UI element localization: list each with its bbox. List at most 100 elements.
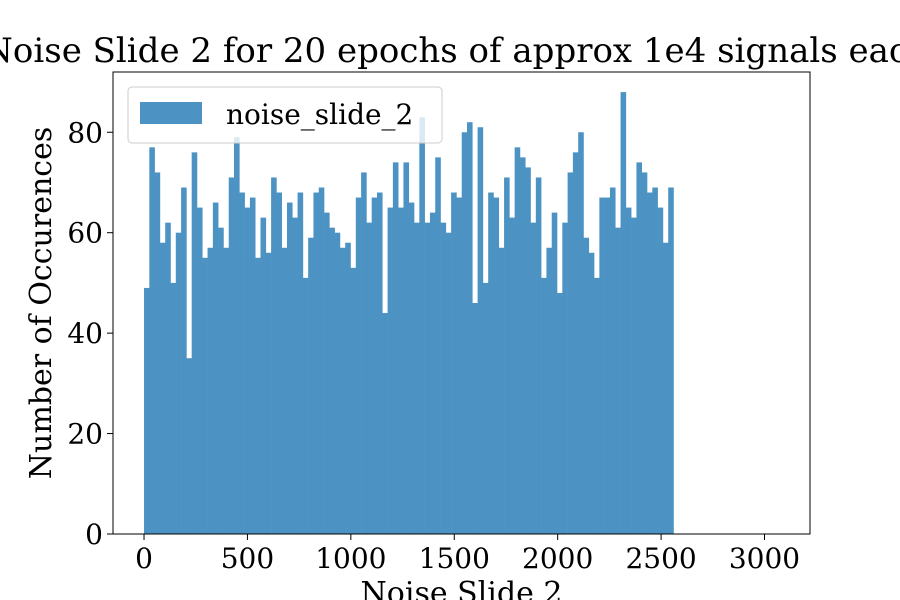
histogram-bar bbox=[625, 207, 632, 534]
histogram-bar bbox=[281, 247, 288, 534]
histogram-bar bbox=[376, 192, 383, 534]
histogram-bar bbox=[615, 227, 621, 535]
histogram-bar bbox=[519, 157, 526, 534]
y-axis-label: Number of Occurences bbox=[24, 127, 59, 479]
x-axis-label: Noise Slide 2 bbox=[361, 576, 563, 600]
histogram-bar bbox=[456, 197, 462, 535]
histogram-bar bbox=[546, 247, 553, 534]
histogram-bar bbox=[297, 192, 304, 534]
histogram-bar bbox=[488, 192, 494, 534]
plot-frame bbox=[112, 71, 811, 535]
histogram-bar bbox=[339, 247, 346, 534]
histogram-bar bbox=[498, 247, 505, 534]
x-tick-label: 0 bbox=[135, 542, 153, 575]
histogram-bar bbox=[408, 202, 415, 534]
histogram-bar bbox=[647, 192, 653, 534]
histogram-bar bbox=[175, 232, 182, 534]
histogram-bar bbox=[440, 222, 447, 534]
histogram-bar bbox=[604, 197, 611, 535]
histogram-bar bbox=[514, 147, 521, 534]
histogram-bar bbox=[355, 197, 362, 535]
histogram-bar bbox=[271, 177, 277, 534]
histogram-bar bbox=[191, 152, 198, 534]
legend-swatch bbox=[140, 102, 202, 124]
histogram-bar bbox=[334, 232, 341, 534]
histogram-bar bbox=[636, 162, 643, 534]
histogram-bar bbox=[583, 237, 590, 534]
histogram-bar bbox=[255, 257, 261, 534]
histogram-bar bbox=[345, 242, 351, 535]
histogram-bar bbox=[482, 282, 489, 534]
histogram-bar bbox=[159, 242, 166, 535]
histogram-bar bbox=[562, 222, 568, 534]
histogram-bar bbox=[329, 227, 335, 535]
histogram-bar bbox=[170, 282, 177, 534]
histogram-bar bbox=[234, 137, 240, 534]
histogram-bar bbox=[424, 222, 431, 534]
histogram-bar bbox=[244, 207, 251, 534]
histogram-bar bbox=[265, 252, 272, 534]
histogram-bar bbox=[186, 358, 192, 534]
histogram-bar bbox=[165, 222, 171, 534]
histogram-bar bbox=[509, 217, 515, 534]
y-axis-ticks: 0 20 40 60 80 bbox=[67, 116, 113, 551]
histogram-bar bbox=[324, 212, 330, 535]
histogram-bar bbox=[249, 197, 256, 535]
x-tick-label: 1500 bbox=[419, 542, 490, 575]
histogram-bar bbox=[196, 207, 203, 534]
legend-box bbox=[127, 86, 443, 144]
histogram-bar bbox=[662, 242, 669, 535]
histogram-bar bbox=[557, 292, 563, 534]
histogram-bar bbox=[551, 212, 558, 535]
chart-title: Noise Slide 2 for 20 epochs of approx 1e… bbox=[0, 31, 900, 71]
histogram-bar bbox=[387, 207, 394, 534]
histogram-bar bbox=[530, 222, 537, 534]
histogram-bar bbox=[398, 207, 404, 534]
histogram-bar bbox=[572, 152, 579, 534]
histogram-bar bbox=[318, 187, 325, 534]
histogram-bar bbox=[361, 172, 367, 534]
histogram-bar bbox=[435, 157, 441, 534]
y-tick-label: 0 bbox=[85, 518, 103, 551]
histogram-bar bbox=[144, 287, 150, 534]
histogram-bar bbox=[472, 303, 478, 534]
histogram-bar bbox=[461, 132, 468, 534]
histogram-bar bbox=[218, 227, 224, 535]
histogram-bar bbox=[207, 247, 214, 534]
histogram-bar bbox=[504, 177, 510, 534]
histogram-bar bbox=[445, 232, 452, 534]
histogram-bar bbox=[154, 172, 161, 534]
histogram-bar bbox=[382, 313, 388, 534]
histogram-bar bbox=[578, 132, 584, 534]
histogram-bar bbox=[202, 257, 208, 534]
histogram-bar bbox=[525, 167, 531, 534]
histogram-bar bbox=[149, 147, 155, 534]
histogram-bar bbox=[308, 237, 314, 534]
histogram-bar bbox=[631, 217, 637, 534]
histogram-bar bbox=[609, 187, 616, 534]
histogram-bar bbox=[302, 277, 309, 534]
histogram-bar bbox=[371, 197, 378, 535]
histogram-bar bbox=[535, 177, 542, 534]
y-tick-label: 60 bbox=[67, 217, 103, 250]
x-tick-label: 500 bbox=[221, 542, 274, 575]
histogram-bar bbox=[641, 172, 648, 534]
histogram-bar bbox=[292, 217, 298, 534]
histogram-bar bbox=[239, 192, 245, 534]
histogram-bar bbox=[212, 202, 219, 534]
histogram-bar bbox=[477, 127, 484, 535]
histogram-bar bbox=[366, 222, 372, 534]
histogram-bar bbox=[181, 187, 187, 534]
histogram-bar bbox=[223, 247, 230, 534]
y-tick-label: 20 bbox=[67, 418, 103, 451]
y-tick-label: 80 bbox=[67, 116, 103, 149]
histogram-bar bbox=[403, 162, 410, 534]
histogram-bar bbox=[652, 187, 658, 534]
histogram-bar bbox=[260, 217, 267, 534]
histogram-bar bbox=[657, 207, 664, 534]
histogram-bars bbox=[144, 92, 674, 535]
histogram-bar bbox=[620, 92, 627, 534]
histogram-bar bbox=[350, 267, 357, 534]
y-tick-label: 40 bbox=[67, 317, 103, 350]
